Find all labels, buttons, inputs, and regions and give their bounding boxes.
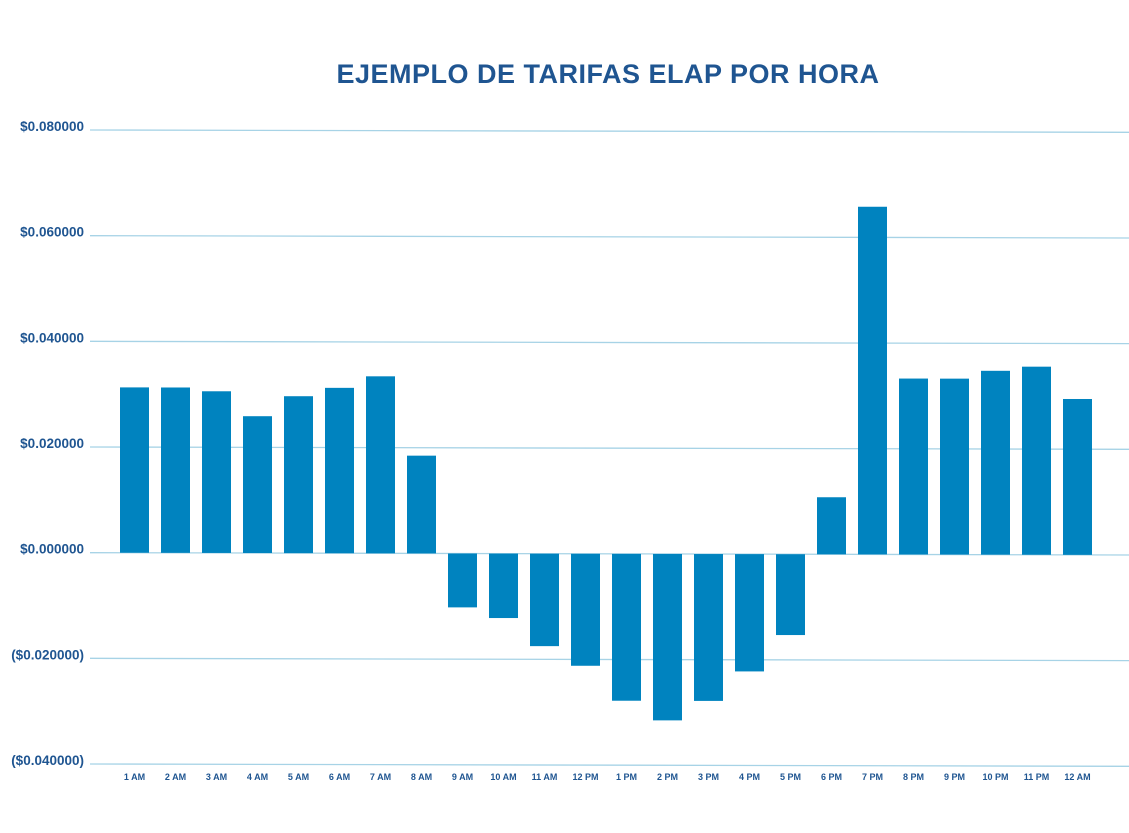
x-tick-label: 8 PM (903, 772, 924, 782)
x-axis-tick-labels: 1 AM 2 AM 3 AM 4 AM 5 AM 6 AM 7 AM 8 AM 9 AM 10 A… (124, 772, 1091, 782)
x-tick-label: 3 AM (206, 772, 227, 782)
bar (243, 416, 272, 554)
bar (940, 378, 969, 555)
bar (120, 387, 149, 553)
gridline (89, 129, 1129, 133)
x-tick-label: 2 AM (165, 772, 186, 782)
gridline (89, 235, 1129, 239)
bar (284, 396, 313, 554)
gridline (89, 340, 1129, 345)
bar (612, 553, 641, 701)
bar (899, 378, 928, 555)
x-tick-label: 12 AM (1064, 772, 1090, 782)
y-tick-label: ($0.040000) (11, 753, 84, 768)
y-tick-label: $0.000000 (20, 542, 84, 557)
y-tick-label: $0.040000 (20, 330, 84, 345)
bar (448, 553, 477, 608)
bar (489, 553, 518, 619)
x-tick-label: 9 AM (452, 772, 473, 782)
bar (161, 387, 190, 553)
gridline (89, 657, 1129, 662)
bar (981, 370, 1010, 555)
gridline (89, 763, 1129, 767)
bar (366, 376, 395, 554)
bar (694, 554, 723, 701)
y-tick-label: $0.080000 (20, 119, 84, 134)
x-tick-label: 4 AM (247, 772, 268, 782)
bar (407, 455, 436, 554)
y-tick-label: $0.060000 (20, 225, 84, 240)
x-tick-label: 1 AM (124, 772, 145, 782)
x-tick-label: 11 PM (1024, 772, 1050, 782)
gridline (89, 552, 1129, 556)
x-tick-label: 10 AM (490, 772, 516, 782)
bar (653, 553, 682, 721)
x-tick-label: 3 PM (698, 772, 719, 782)
x-tick-label: 7 AM (370, 772, 391, 782)
x-tick-label: 1 PM (616, 772, 637, 782)
bar (776, 554, 805, 636)
bar (858, 206, 887, 555)
bars (120, 206, 1092, 721)
x-tick-label: 5 PM (780, 772, 801, 782)
bar (1063, 398, 1092, 555)
bar (202, 391, 231, 553)
x-tick-label: 11 AM (532, 772, 558, 782)
chart-title: EJEMPLO DE TARIFAS ELAP POR HORA (336, 59, 879, 89)
x-tick-label: 4 PM (739, 772, 760, 782)
x-tick-label: 10 PM (982, 772, 1008, 782)
x-tick-label: 9 PM (944, 772, 965, 782)
x-tick-label: 7 PM (862, 772, 883, 782)
bar (1022, 366, 1051, 555)
bar (530, 553, 559, 647)
y-tick-label: $0.020000 (20, 436, 84, 451)
bar (735, 554, 764, 672)
x-tick-label: 6 AM (329, 772, 350, 782)
bar (325, 387, 354, 554)
x-tick-label: 5 AM (288, 772, 309, 782)
x-tick-label: 12 PM (572, 772, 598, 782)
x-tick-label: 6 PM (821, 772, 842, 782)
x-tick-label: 2 PM (657, 772, 678, 782)
x-tick-label: 8 AM (411, 772, 432, 782)
bar (817, 497, 846, 555)
y-axis-tick-labels: $0.080000 $0.060000 $0.040000 $0.020000 $0.0… (11, 119, 84, 768)
y-tick-label: ($0.020000) (11, 647, 84, 662)
bar (571, 553, 600, 666)
